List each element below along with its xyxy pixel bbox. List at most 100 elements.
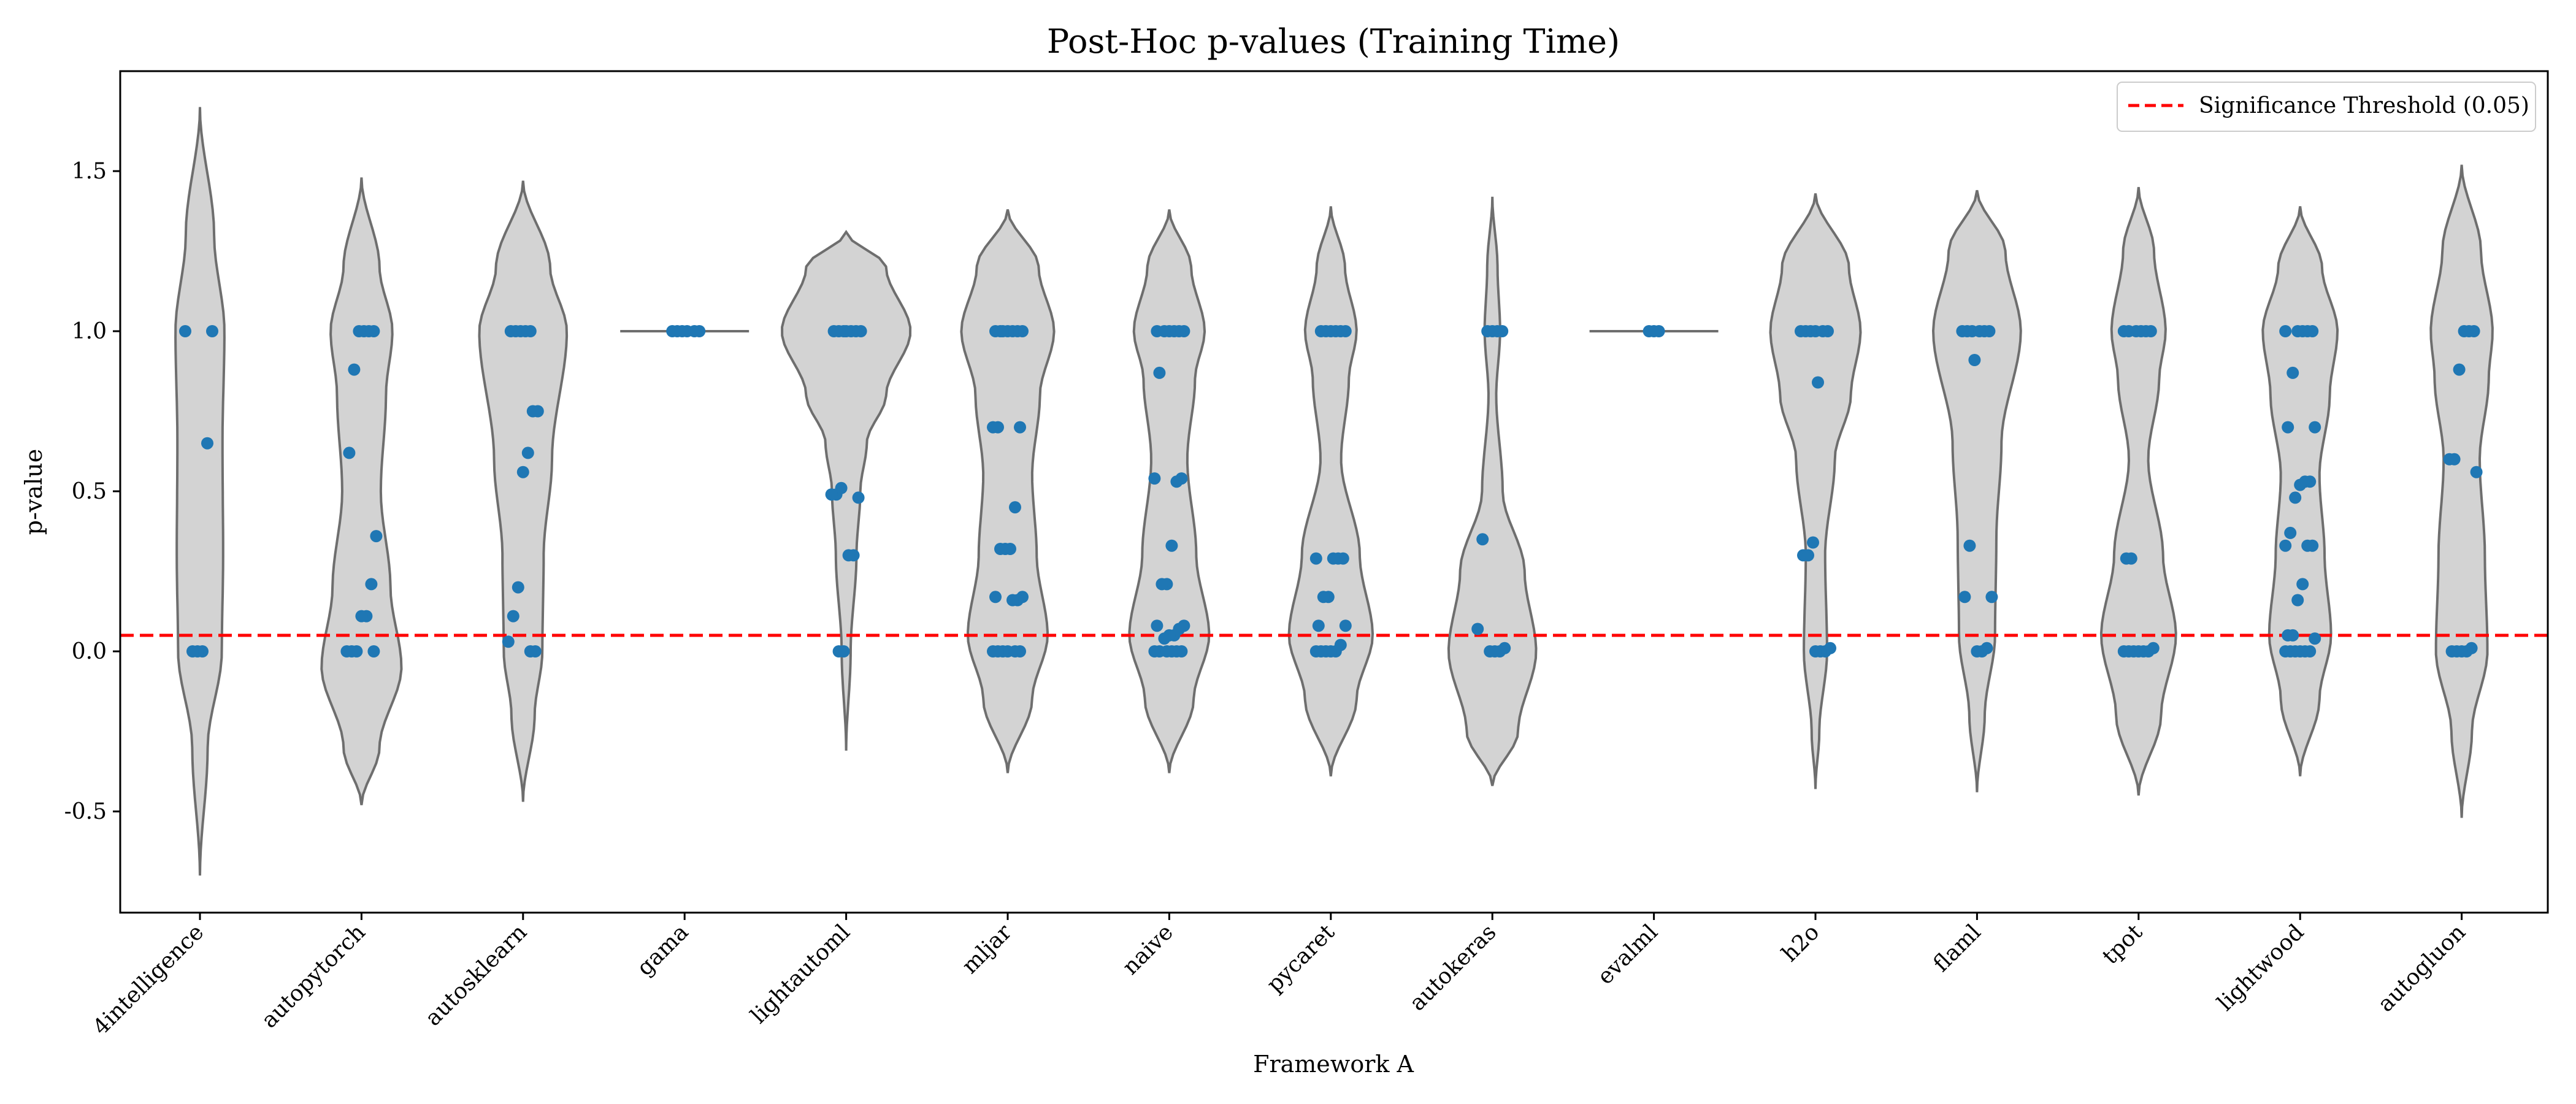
violin-lightwood xyxy=(2261,206,2339,776)
point-h2o xyxy=(1797,549,1809,562)
point-h2o xyxy=(1812,376,1824,389)
violin-autokeras xyxy=(1447,196,1538,786)
point-pycaret xyxy=(1309,645,1322,657)
point-autogluon xyxy=(2443,453,2456,466)
point-flaml xyxy=(1956,325,1969,337)
point-mljar xyxy=(987,421,999,434)
violin-mljar xyxy=(960,209,1056,773)
legend-box xyxy=(2117,82,2536,132)
point-autopytorch xyxy=(348,363,361,376)
point-lightwood xyxy=(2279,645,2292,657)
point-flaml xyxy=(1971,645,1984,657)
point-naive xyxy=(1153,366,1166,379)
point-autosklearn xyxy=(524,645,537,657)
point-lightwood xyxy=(2279,325,2292,337)
point-naive xyxy=(1156,578,1168,591)
y-axis: -0.5 0.0 0.5 1.0 1.5 xyxy=(64,159,120,824)
y-tick-label: 0.0 xyxy=(72,639,107,664)
point-naive xyxy=(1165,539,1178,552)
point-pycaret xyxy=(1309,552,1322,565)
legend-threshold-label: Significance Threshold (0.05) xyxy=(2199,93,2529,118)
point-pycaret xyxy=(1339,619,1352,632)
point-lightautoml xyxy=(852,491,865,504)
point-autosklearn xyxy=(512,581,524,594)
point-tpot xyxy=(2129,325,2142,337)
violin-layer xyxy=(174,107,2494,876)
point-pycaret xyxy=(1317,591,1330,604)
point-mljar xyxy=(987,645,999,657)
point-lightwood xyxy=(2309,632,2321,645)
point-autopytorch xyxy=(355,610,368,623)
point-h2o xyxy=(1809,645,1822,657)
point-evalml xyxy=(1643,325,1655,337)
point-autosklearn xyxy=(502,635,515,648)
violin-flaml xyxy=(1931,190,2022,792)
point-autogluon xyxy=(2445,645,2458,657)
point-autosklearn xyxy=(521,447,534,459)
point-naive xyxy=(1151,619,1163,632)
y-tick-label: 1.0 xyxy=(72,319,107,344)
point-lightwood xyxy=(2291,594,2304,607)
point-4intelligence xyxy=(206,325,218,337)
point-h2o xyxy=(1817,325,1829,337)
point-naive xyxy=(1170,475,1183,488)
point-autosklearn xyxy=(507,610,519,623)
point-mljar xyxy=(997,325,1009,337)
point-tpot xyxy=(2117,645,2130,657)
point-naive xyxy=(1160,645,1173,657)
point-naive xyxy=(1148,645,1161,657)
plot-frame xyxy=(119,70,2549,914)
violin-autosklearn xyxy=(478,180,569,802)
point-autokeras xyxy=(1484,645,1497,657)
y-tick-label: 1.5 xyxy=(72,159,107,184)
legend: Significance Threshold (0.05) xyxy=(2117,82,2536,132)
point-flaml xyxy=(1958,591,1971,604)
point-autopytorch xyxy=(370,530,383,543)
point-naive xyxy=(1158,325,1171,337)
point-gama xyxy=(666,325,679,337)
point-pycaret xyxy=(1327,552,1340,565)
point-mljar xyxy=(1014,421,1026,434)
point-mljar xyxy=(994,543,1006,555)
point-autopytorch xyxy=(340,645,353,657)
point-lightwood xyxy=(2284,526,2297,539)
point-autogluon xyxy=(2453,363,2466,376)
point-4intelligence xyxy=(201,437,213,450)
violin-4intelligence xyxy=(174,107,226,876)
point-autopytorch xyxy=(365,578,378,591)
violin-h2o xyxy=(1769,193,1862,789)
point-flaml xyxy=(1968,354,1981,366)
y-tick-label: 0.5 xyxy=(72,479,107,504)
point-4intelligence xyxy=(179,325,191,337)
points-layer xyxy=(179,325,2483,657)
y-axis-label: p-value xyxy=(20,449,47,535)
point-autopytorch xyxy=(343,447,356,459)
point-autosklearn xyxy=(516,466,529,478)
point-lightwood xyxy=(2309,421,2321,434)
point-flaml xyxy=(1963,539,1976,552)
point-lightautoml xyxy=(825,488,838,501)
point-autokeras xyxy=(1481,325,1494,337)
point-tpot xyxy=(2117,325,2130,337)
point-lightwood xyxy=(2294,478,2307,491)
point-flaml xyxy=(1973,325,1986,337)
point-tpot xyxy=(2120,552,2133,565)
point-lightautoml xyxy=(832,645,845,657)
point-lightwood xyxy=(2289,491,2302,504)
point-autosklearn xyxy=(504,325,517,337)
point-autokeras xyxy=(1476,533,1489,546)
point-h2o xyxy=(1795,325,1807,337)
point-lightautoml xyxy=(842,549,855,562)
point-naive xyxy=(1148,472,1161,485)
point-lightwood xyxy=(2301,539,2314,552)
point-autosklearn xyxy=(526,405,539,418)
point-lightwood xyxy=(2296,578,2309,591)
point-mljar xyxy=(989,591,1002,604)
point-naive xyxy=(1158,632,1171,645)
point-4intelligence xyxy=(186,645,199,657)
point-lightwood xyxy=(2282,629,2294,642)
point-mljar xyxy=(1009,501,1021,514)
x-axis-label: Framework A xyxy=(1253,1051,1414,1078)
chart-title: Post-Hoc p-values (Training Time) xyxy=(1047,22,1620,61)
